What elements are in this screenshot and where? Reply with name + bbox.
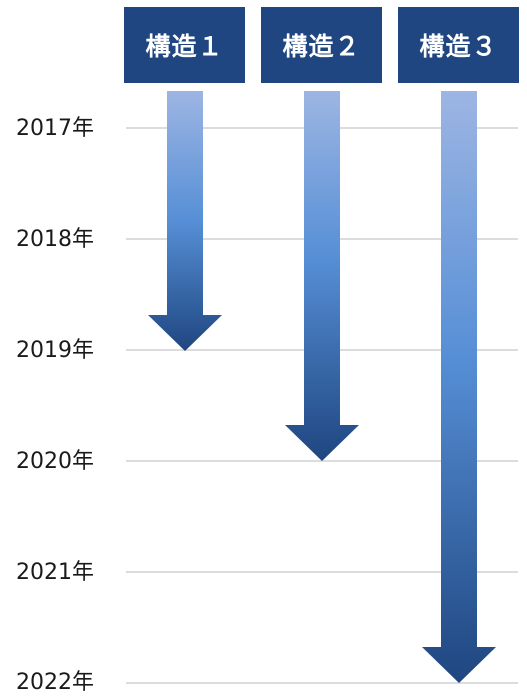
year-label-2021: 2021年: [16, 560, 94, 585]
year-label-2019: 2019年: [16, 338, 94, 363]
header-structure-1: 構造１: [124, 7, 245, 83]
arrow-structure-3: [422, 91, 496, 683]
year-label-2020: 2020年: [16, 449, 94, 474]
year-label-2018: 2018年: [16, 227, 94, 252]
header-structure-2: 構造２: [261, 7, 382, 83]
gridline-2022: [126, 682, 518, 684]
year-label-2022: 2022年: [16, 670, 94, 695]
arrow-structure-2: [285, 91, 359, 461]
arrow-structure-1: [148, 91, 222, 351]
header-structure-3: 構造３: [398, 7, 519, 83]
year-label-2017: 2017年: [16, 116, 94, 141]
gridline-2021: [126, 571, 518, 573]
